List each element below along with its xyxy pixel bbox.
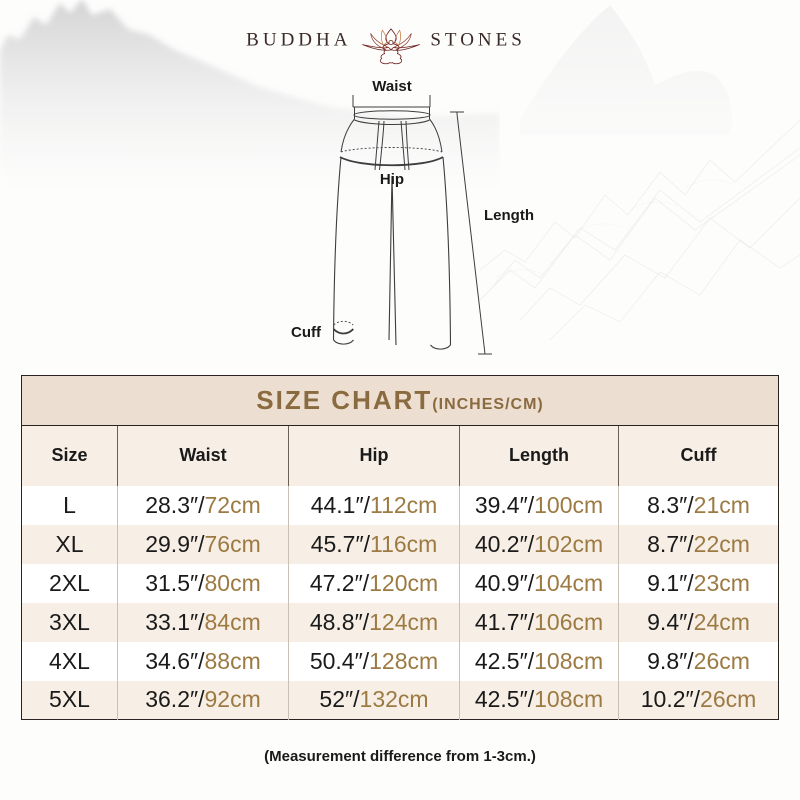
svg-text:Waist: Waist <box>372 78 411 95</box>
svg-text:Cuff: Cuff <box>291 324 322 341</box>
svg-text:Hip: Hip <box>380 171 404 188</box>
svg-text:Length: Length <box>484 207 534 224</box>
